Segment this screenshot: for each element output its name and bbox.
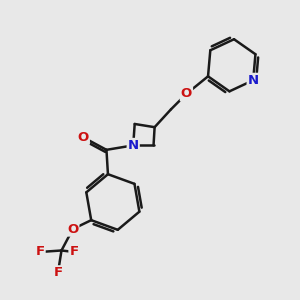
Text: O: O: [78, 131, 89, 144]
Text: F: F: [69, 245, 79, 259]
Text: O: O: [181, 87, 192, 101]
Text: O: O: [67, 223, 78, 236]
Text: N: N: [128, 139, 139, 152]
Text: F: F: [35, 245, 45, 259]
Text: F: F: [53, 266, 62, 279]
Text: N: N: [248, 74, 259, 87]
